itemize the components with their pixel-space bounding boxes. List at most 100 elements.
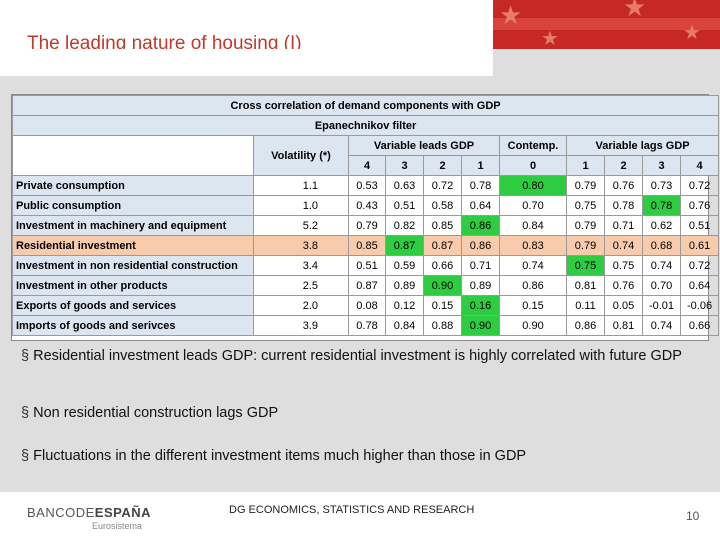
star-icon: ★: [683, 22, 701, 44]
volatility-cell: 1.1: [253, 175, 349, 196]
lag-number-header: 3: [385, 155, 424, 176]
correlation-cell: 0.85: [348, 235, 386, 256]
correlation-cell: 0.79: [566, 215, 605, 236]
lag-number-header: 2: [423, 155, 462, 176]
group-header-leads: Variable leads GDP: [348, 135, 500, 156]
correlation-cell: 0.86: [566, 315, 605, 336]
correlation-cell: 0.64: [461, 195, 500, 216]
row-label: Investment in other products: [12, 275, 254, 296]
correlation-cell: 0.15: [423, 295, 462, 316]
correlation-cell: 0.70: [642, 275, 681, 296]
correlation-cell: 0.74: [604, 235, 643, 256]
correlation-cell: 0.51: [348, 255, 386, 276]
correlation-cell: 0.58: [423, 195, 462, 216]
correlation-cell: 0.75: [604, 255, 643, 276]
row-label: Exports of goods and services: [12, 295, 254, 316]
correlation-cell: 0.16: [461, 295, 500, 316]
correlation-cell: 0.84: [499, 215, 567, 236]
table-row: Exports of goods and services 2.0 0.08 0.12…: [12, 295, 720, 316]
correlation-cell: 0.43: [348, 195, 386, 216]
correlation-cell: 0.78: [461, 175, 500, 196]
correlation-cell: -0.06: [679, 295, 720, 316]
correlation-cell: 0.79: [566, 175, 605, 196]
row-label-header: [12, 135, 254, 176]
correlation-cell: 0.76: [604, 175, 643, 196]
correlation-cell: 0.83: [499, 235, 567, 256]
correlation-cell: 0.71: [461, 255, 500, 276]
correlation-cell: 0.66: [679, 315, 720, 336]
table-row: Private consumption 1.1 0.53 0.63 0.72 0.78 0.…: [12, 175, 720, 196]
correlation-cell: 0.70: [499, 195, 567, 216]
correlation-cell: 0.87: [423, 235, 462, 256]
correlation-cell: 0.66: [423, 255, 462, 276]
volatility-cell: 2.5: [253, 275, 349, 296]
table-row: Public consumption 1.0 0.43 0.51 0.58 0.64 0.7…: [12, 195, 720, 216]
correlation-cell: 0.86: [461, 215, 500, 236]
lag-number-header: 3: [642, 155, 681, 176]
correlation-cell: 0.64: [679, 275, 720, 296]
correlation-cell: 0.61: [679, 235, 720, 256]
flag-band: [493, 18, 720, 30]
volatility-cell: 1.0: [253, 195, 349, 216]
footer-department: DG ECONOMICS, STATISTICS AND RESEARCH: [229, 504, 475, 516]
table-caption: Cross correlation of demand components w…: [11, 95, 720, 116]
banco-de-espana-logo: BANCODEESPAÑA: [27, 505, 151, 520]
correlation-cell: 0.85: [423, 215, 462, 236]
correlation-cell: 0.08: [348, 295, 386, 316]
bullet-text: Residential investment leads GDP: curren…: [33, 348, 682, 364]
correlation-cell: 0.79: [566, 235, 605, 256]
volatility-header: Volatility (*): [253, 135, 349, 176]
table-row: Residential investment 3.8 0.85 0.87 0.87 0.8…: [12, 235, 720, 256]
correlation-cell: 0.12: [385, 295, 424, 316]
correlation-cell: 0.84: [385, 315, 424, 336]
correlation-cell: 0.15: [499, 295, 567, 316]
page-number: 10: [686, 509, 700, 523]
correlation-cell: 0.74: [499, 255, 567, 276]
correlation-cell: 0.87: [348, 275, 386, 296]
correlation-cell: 0.51: [679, 215, 720, 236]
correlation-cell: 0.05: [604, 295, 643, 316]
correlation-cell: 0.72: [423, 175, 462, 196]
table-row: Investment in non residential constructi…: [12, 255, 720, 276]
volatility-cell: 2.0: [253, 295, 349, 316]
lag-number-header: 4: [679, 155, 720, 176]
correlation-cell: 0.73: [642, 175, 681, 196]
volatility-cell: 5.2: [253, 215, 349, 236]
correlation-cell: -0.01: [642, 295, 681, 316]
correlation-cell: 0.11: [566, 295, 605, 316]
slide-title: The leading nature of housing (I): [27, 33, 302, 54]
correlation-cell: 0.89: [385, 275, 424, 296]
lag-number-header: 2: [604, 155, 643, 176]
eu-flag-decoration: ★ ★ ★ ★: [493, 0, 720, 49]
correlation-cell: 0.81: [566, 275, 605, 296]
bullet-marker: §: [21, 348, 30, 364]
correlation-cell: 0.75: [566, 255, 605, 276]
bullet-item: § Non residential construction lags GDP: [21, 404, 701, 422]
correlation-cell: 0.90: [423, 275, 462, 296]
correlation-cell: 0.62: [642, 215, 681, 236]
table-row: Imports of goods and serivces 3.9 0.78 0.84…: [12, 315, 720, 336]
row-label: Imports of goods and serivces: [12, 315, 254, 336]
correlation-cell: 0.74: [642, 255, 681, 276]
row-label: Private consumption: [12, 175, 254, 196]
volatility-cell: 3.4: [253, 255, 349, 276]
table-row: Investment in machinery and equipment 5.2…: [12, 215, 720, 236]
lag-number-header: 4: [348, 155, 386, 176]
title-area: [0, 49, 493, 76]
star-icon: ★: [541, 28, 559, 49]
volatility-cell: 3.9: [253, 315, 349, 336]
bullet-text: Non residential construction lags GDP: [33, 405, 279, 421]
correlation-cell: 0.59: [385, 255, 424, 276]
footer: [0, 492, 720, 540]
star-icon: ★: [499, 0, 523, 30]
row-label: Investment in non residential constructi…: [12, 255, 254, 276]
lag-number-header: 1: [461, 155, 500, 176]
correlation-table: Cross correlation of demand components w…: [11, 95, 720, 336]
correlation-cell: 0.53: [348, 175, 386, 196]
correlation-table-container: Cross correlation of demand components w…: [11, 94, 720, 341]
correlation-cell: 0.81: [604, 315, 643, 336]
correlation-cell: 0.90: [461, 315, 500, 336]
correlation-cell: 0.79: [348, 215, 386, 236]
volatility-cell: 3.8: [253, 235, 349, 256]
logo-text-right: ESPAÑA: [94, 505, 152, 520]
